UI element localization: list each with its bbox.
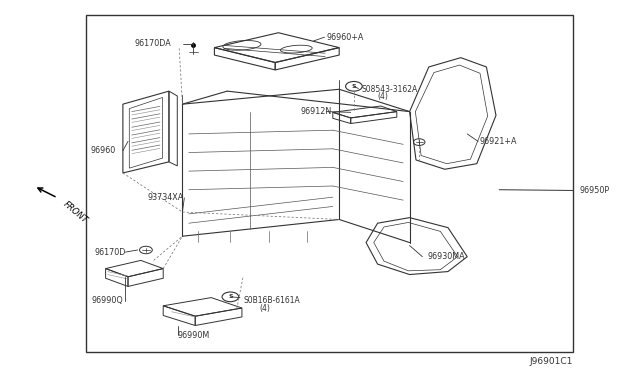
Text: J96901C1: J96901C1 — [529, 357, 573, 366]
Text: 96990M: 96990M — [178, 331, 210, 340]
Text: 96950P: 96950P — [579, 186, 609, 195]
Bar — [86, 15, 573, 352]
Text: 96170DA: 96170DA — [134, 39, 171, 48]
Text: S08543-3162A: S08543-3162A — [362, 85, 418, 94]
Text: S0B16B-6161A: S0B16B-6161A — [243, 296, 300, 305]
Text: 96990Q: 96990Q — [92, 296, 124, 305]
Text: 96930MA: 96930MA — [428, 252, 465, 261]
Text: 96912N: 96912N — [301, 107, 332, 116]
Text: S: S — [228, 294, 233, 299]
Text: 96960: 96960 — [91, 146, 116, 155]
Text: 96921+A: 96921+A — [480, 137, 518, 146]
Text: 96170D: 96170D — [95, 248, 126, 257]
Text: 93734XA: 93734XA — [147, 193, 184, 202]
Text: 96960+A: 96960+A — [326, 33, 364, 42]
Text: FRONT: FRONT — [61, 200, 89, 225]
Text: (4): (4) — [378, 92, 388, 101]
Text: S: S — [351, 84, 356, 89]
Text: (4): (4) — [259, 304, 270, 312]
